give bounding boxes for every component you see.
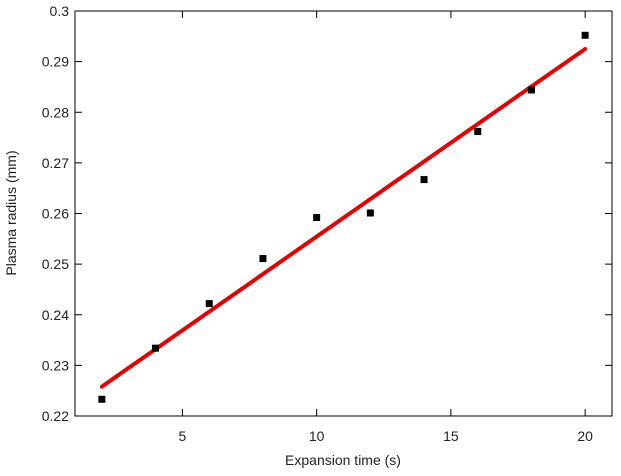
fit-line xyxy=(99,46,588,389)
series-layer xyxy=(98,31,589,403)
data-point xyxy=(527,86,535,94)
x-tick-label: 20 xyxy=(577,428,593,444)
data-point xyxy=(581,31,589,39)
x-tick-label: 5 xyxy=(179,428,187,444)
data-point xyxy=(366,209,374,217)
y-tick-label: 0.3 xyxy=(50,3,70,19)
y-tick-label: 0.22 xyxy=(42,408,69,424)
y-tick-label: 0.26 xyxy=(42,206,69,222)
x-tick-label: 15 xyxy=(443,428,459,444)
y-tick-label: 0.24 xyxy=(42,307,69,323)
y-tick-label: 0.29 xyxy=(42,54,69,70)
y-tick-label: 0.23 xyxy=(42,357,69,373)
tick-marks xyxy=(75,10,612,417)
x-tick-label: 10 xyxy=(309,428,325,444)
data-point xyxy=(420,176,428,184)
data-point xyxy=(474,127,482,135)
data-point xyxy=(152,344,160,352)
y-axis-title: Plasma radius (mm) xyxy=(3,150,19,275)
y-tick-label: 0.25 xyxy=(42,256,69,272)
data-point xyxy=(98,395,106,403)
y-tick-label: 0.28 xyxy=(42,104,69,120)
y-tick-label: 0.27 xyxy=(42,155,69,171)
plot-area xyxy=(74,10,613,417)
data-point xyxy=(205,300,213,308)
data-point xyxy=(259,255,267,263)
y-tick-labels: 0.22 0.23 0.24 0.25 0.26 0.27 0.28 0.29 0.3 xyxy=(42,3,69,424)
data-point xyxy=(313,214,321,222)
x-tick-labels: 5 10 15 20 xyxy=(179,428,594,444)
x-axis-title: Expansion time (s) xyxy=(285,452,401,468)
